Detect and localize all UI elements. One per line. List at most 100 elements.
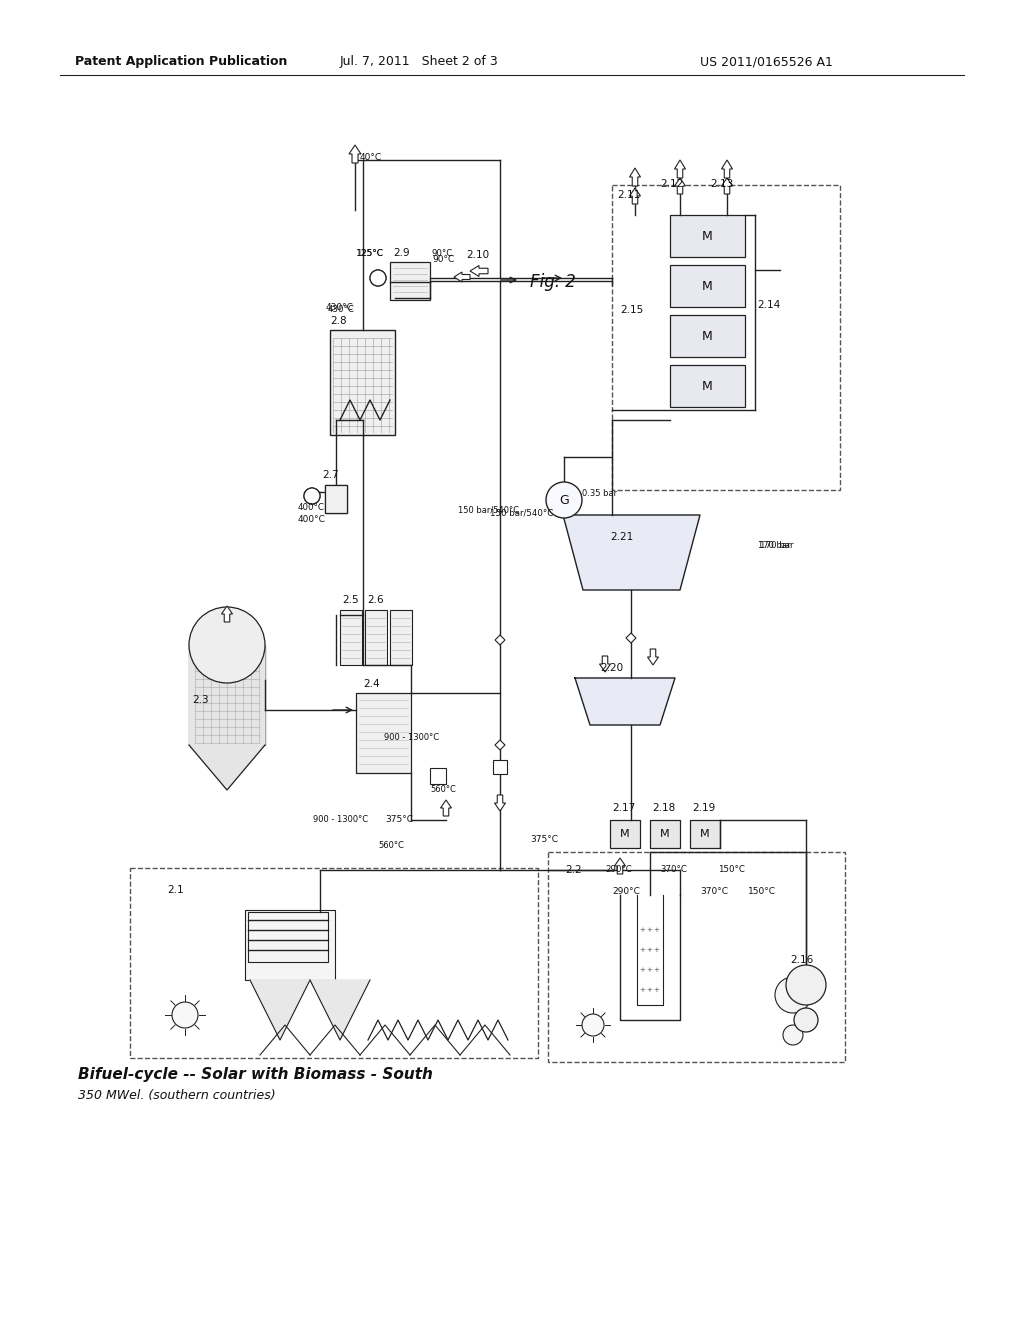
Bar bbox=[612, 185, 840, 490]
Text: 2.5: 2.5 bbox=[342, 595, 358, 605]
Bar bbox=[245, 909, 335, 979]
Bar bbox=[340, 610, 362, 665]
Bar bbox=[390, 261, 430, 300]
Text: 900 - 1300°C: 900 - 1300°C bbox=[384, 734, 439, 742]
Polygon shape bbox=[310, 979, 370, 1040]
Text: 2.20: 2.20 bbox=[600, 663, 624, 673]
Text: +: + bbox=[653, 946, 658, 953]
Text: 370°C: 370°C bbox=[660, 866, 687, 874]
Text: 0.35 bar: 0.35 bar bbox=[582, 488, 617, 498]
Text: 400°C: 400°C bbox=[298, 503, 325, 512]
Text: +: + bbox=[653, 927, 658, 933]
Circle shape bbox=[783, 1026, 803, 1045]
Text: 2.21: 2.21 bbox=[610, 532, 633, 543]
Circle shape bbox=[786, 965, 826, 1005]
Text: +: + bbox=[646, 987, 652, 993]
Text: 2.14: 2.14 bbox=[757, 300, 780, 310]
Text: 125°C: 125°C bbox=[356, 248, 383, 257]
Text: 2.15: 2.15 bbox=[620, 305, 643, 315]
Circle shape bbox=[304, 488, 319, 504]
Text: Patent Application Publication: Patent Application Publication bbox=[75, 55, 288, 69]
Text: 2.12: 2.12 bbox=[660, 180, 683, 189]
Text: +: + bbox=[646, 946, 652, 953]
Bar bbox=[365, 610, 387, 665]
Text: 90°C: 90°C bbox=[432, 248, 454, 257]
Polygon shape bbox=[630, 187, 640, 205]
Polygon shape bbox=[250, 979, 310, 1040]
Text: 2.8: 2.8 bbox=[330, 315, 347, 326]
Text: M: M bbox=[660, 829, 670, 840]
Text: 150°C: 150°C bbox=[748, 887, 776, 896]
Polygon shape bbox=[349, 145, 361, 162]
Text: 125°C: 125°C bbox=[356, 248, 384, 257]
Polygon shape bbox=[599, 656, 610, 672]
Bar bbox=[325, 484, 347, 513]
Text: 2.13: 2.13 bbox=[710, 180, 733, 189]
Bar bbox=[248, 912, 328, 962]
Polygon shape bbox=[722, 160, 732, 178]
Text: 150 bar/540°C: 150 bar/540°C bbox=[490, 508, 553, 517]
Text: 400°C: 400°C bbox=[298, 516, 326, 524]
Text: 375°C: 375°C bbox=[530, 836, 558, 845]
Bar bbox=[670, 315, 745, 356]
Bar bbox=[690, 820, 720, 847]
Bar bbox=[493, 760, 507, 774]
Text: +: + bbox=[639, 927, 645, 933]
Text: 2.3: 2.3 bbox=[193, 696, 209, 705]
Text: +: + bbox=[646, 927, 652, 933]
Bar bbox=[548, 851, 845, 1063]
Text: 40°C: 40°C bbox=[360, 153, 382, 162]
Text: 2.1: 2.1 bbox=[167, 884, 183, 895]
Polygon shape bbox=[614, 858, 626, 874]
Polygon shape bbox=[495, 635, 505, 645]
Polygon shape bbox=[440, 800, 452, 816]
Text: 90°C: 90°C bbox=[432, 256, 455, 264]
Text: G: G bbox=[559, 494, 569, 507]
Text: 560°C: 560°C bbox=[430, 785, 456, 795]
Polygon shape bbox=[454, 272, 470, 282]
Text: +: + bbox=[653, 987, 658, 993]
Circle shape bbox=[794, 1008, 818, 1032]
Circle shape bbox=[546, 482, 582, 517]
Text: 430°C: 430°C bbox=[326, 304, 354, 313]
Bar bbox=[610, 820, 640, 847]
Text: M: M bbox=[701, 380, 713, 392]
Text: 2.10: 2.10 bbox=[466, 249, 489, 260]
Circle shape bbox=[172, 1002, 198, 1028]
Text: 430°C: 430°C bbox=[328, 305, 355, 314]
Circle shape bbox=[370, 271, 386, 286]
Bar bbox=[670, 215, 745, 257]
Text: 2.18: 2.18 bbox=[652, 803, 675, 813]
Polygon shape bbox=[189, 645, 265, 789]
Bar bbox=[356, 693, 411, 774]
Text: 150 bar/540°C: 150 bar/540°C bbox=[458, 506, 519, 515]
Bar bbox=[430, 768, 446, 784]
Circle shape bbox=[775, 977, 811, 1012]
Text: 290°C: 290°C bbox=[612, 887, 640, 896]
Text: +: + bbox=[639, 968, 645, 973]
Text: 350 MWel. (southern countries): 350 MWel. (southern countries) bbox=[78, 1089, 275, 1101]
Text: M: M bbox=[701, 330, 713, 342]
Text: Fig. 2: Fig. 2 bbox=[530, 273, 575, 290]
Bar bbox=[189, 645, 265, 744]
Polygon shape bbox=[675, 178, 685, 194]
Text: 2.9: 2.9 bbox=[393, 248, 410, 257]
Polygon shape bbox=[626, 634, 636, 643]
Text: 2.19: 2.19 bbox=[692, 803, 715, 813]
Text: Jul. 7, 2011   Sheet 2 of 3: Jul. 7, 2011 Sheet 2 of 3 bbox=[340, 55, 499, 69]
Text: Bifuel-cycle -- Solar with Biomass - South: Bifuel-cycle -- Solar with Biomass - Sou… bbox=[78, 1068, 433, 1082]
Polygon shape bbox=[675, 160, 685, 178]
Text: +: + bbox=[639, 987, 645, 993]
Text: US 2011/0165526 A1: US 2011/0165526 A1 bbox=[700, 55, 833, 69]
Bar bbox=[670, 265, 745, 308]
Bar bbox=[390, 610, 412, 665]
Text: M: M bbox=[621, 829, 630, 840]
Bar bbox=[130, 869, 538, 1059]
Text: 2.6: 2.6 bbox=[367, 595, 384, 605]
Text: 900 - 1300°C: 900 - 1300°C bbox=[313, 816, 368, 825]
Text: 2.17: 2.17 bbox=[612, 803, 635, 813]
Circle shape bbox=[370, 271, 386, 286]
Text: +: + bbox=[653, 968, 658, 973]
Text: 2.16: 2.16 bbox=[790, 954, 813, 965]
Polygon shape bbox=[647, 649, 658, 665]
